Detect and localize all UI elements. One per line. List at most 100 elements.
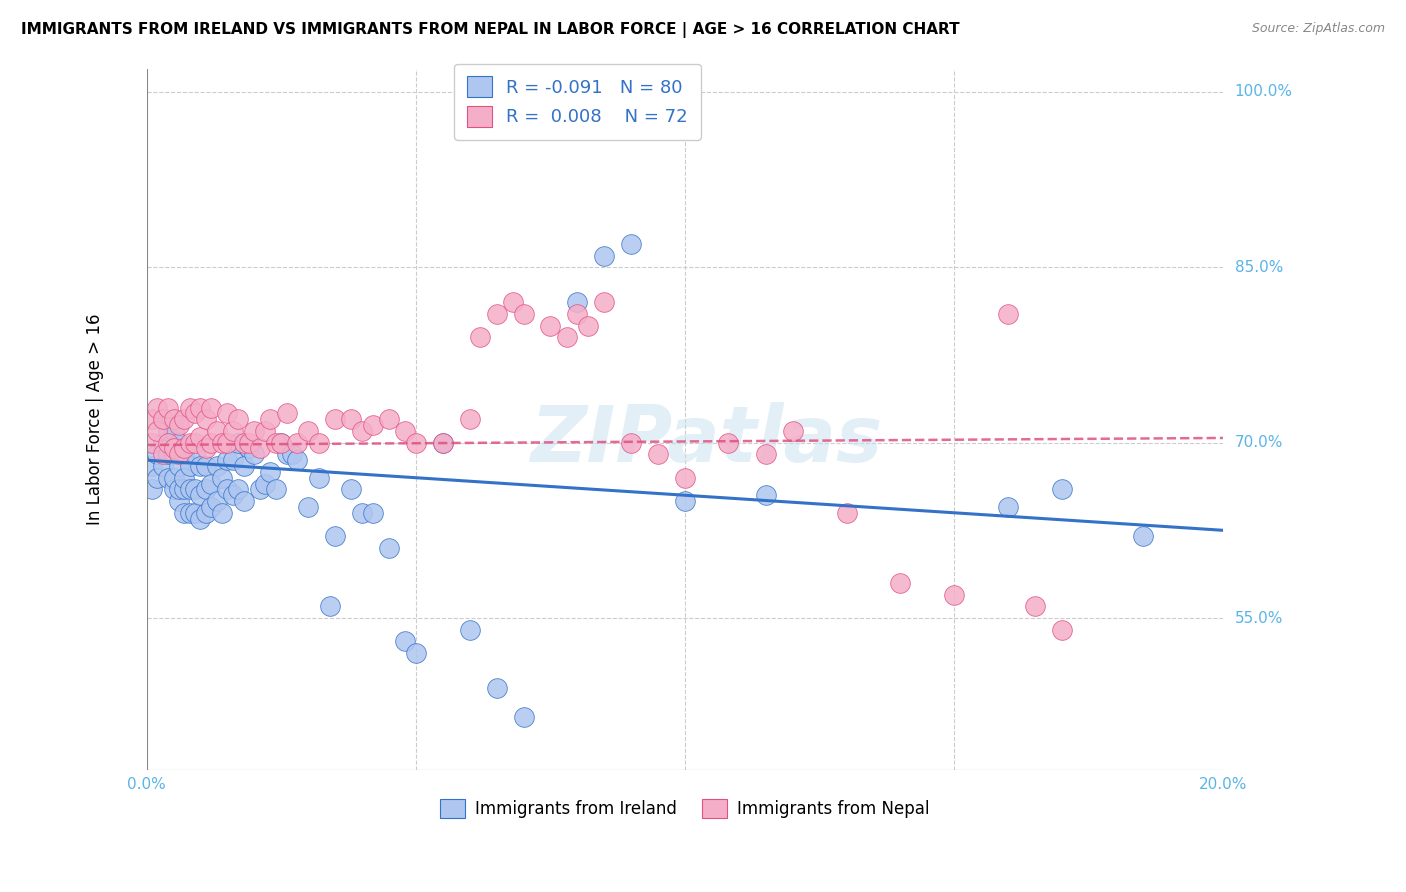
Point xyxy=(502,295,524,310)
Point xyxy=(179,506,201,520)
Point xyxy=(146,401,169,415)
Point xyxy=(485,681,508,695)
Point xyxy=(281,447,304,461)
Point xyxy=(249,483,271,497)
Point xyxy=(167,483,190,497)
Point xyxy=(232,494,254,508)
Point xyxy=(432,435,454,450)
Point xyxy=(152,447,174,461)
Point xyxy=(647,447,669,461)
Point xyxy=(755,488,778,502)
Point xyxy=(340,412,363,426)
Point xyxy=(232,458,254,473)
Point xyxy=(485,307,508,321)
Point xyxy=(249,442,271,456)
Point xyxy=(217,453,239,467)
Point xyxy=(226,435,249,450)
Point xyxy=(297,500,319,514)
Point xyxy=(620,435,643,450)
Point xyxy=(173,412,195,426)
Point xyxy=(205,424,228,438)
Point xyxy=(835,506,858,520)
Point xyxy=(259,465,281,479)
Point xyxy=(276,406,298,420)
Point xyxy=(222,453,245,467)
Point xyxy=(350,506,373,520)
Point xyxy=(243,424,266,438)
Point xyxy=(226,412,249,426)
Point xyxy=(285,435,308,450)
Point xyxy=(232,435,254,450)
Point xyxy=(620,236,643,251)
Point xyxy=(184,506,207,520)
Point xyxy=(222,424,245,438)
Point xyxy=(1132,529,1154,543)
Point xyxy=(512,307,534,321)
Point xyxy=(179,458,201,473)
Point xyxy=(340,483,363,497)
Point xyxy=(259,412,281,426)
Text: Source: ZipAtlas.com: Source: ZipAtlas.com xyxy=(1251,22,1385,36)
Point xyxy=(308,471,330,485)
Point xyxy=(141,435,163,450)
Point xyxy=(157,435,180,450)
Point xyxy=(458,623,481,637)
Point xyxy=(141,412,163,426)
Point xyxy=(254,424,277,438)
Point xyxy=(361,418,384,433)
Point xyxy=(146,471,169,485)
Point xyxy=(141,458,163,473)
Point xyxy=(190,401,212,415)
Point xyxy=(184,435,207,450)
Point xyxy=(200,435,222,450)
Point xyxy=(1050,623,1073,637)
Point xyxy=(361,506,384,520)
Point xyxy=(264,435,287,450)
Point xyxy=(179,435,201,450)
Point xyxy=(270,435,292,450)
Point xyxy=(567,295,589,310)
Point xyxy=(217,483,239,497)
Point xyxy=(141,483,163,497)
Point xyxy=(157,471,180,485)
Point xyxy=(194,506,217,520)
Point xyxy=(997,307,1019,321)
Point xyxy=(173,483,195,497)
Point xyxy=(254,476,277,491)
Point xyxy=(167,418,190,433)
Point xyxy=(190,511,212,525)
Point xyxy=(152,435,174,450)
Text: IMMIGRANTS FROM IRELAND VS IMMIGRANTS FROM NEPAL IN LABOR FORCE | AGE > 16 CORRE: IMMIGRANTS FROM IRELAND VS IMMIGRANTS FR… xyxy=(21,22,960,38)
Point xyxy=(297,424,319,438)
Point xyxy=(432,435,454,450)
Point xyxy=(308,435,330,450)
Point xyxy=(394,634,416,648)
Point xyxy=(538,318,561,333)
Legend: Immigrants from Ireland, Immigrants from Nepal: Immigrants from Ireland, Immigrants from… xyxy=(433,792,936,825)
Point xyxy=(167,494,190,508)
Point xyxy=(226,483,249,497)
Point xyxy=(152,412,174,426)
Point xyxy=(264,483,287,497)
Point xyxy=(194,412,217,426)
Point xyxy=(205,458,228,473)
Point xyxy=(673,471,696,485)
Text: 100.0%: 100.0% xyxy=(1234,85,1292,99)
Point xyxy=(470,330,492,344)
Point xyxy=(146,424,169,438)
Point xyxy=(673,494,696,508)
Point xyxy=(184,447,207,461)
Point xyxy=(458,412,481,426)
Point xyxy=(173,442,195,456)
Point xyxy=(162,442,184,456)
Point xyxy=(194,458,217,473)
Point xyxy=(157,447,180,461)
Point xyxy=(350,424,373,438)
Point xyxy=(276,447,298,461)
Point xyxy=(1024,599,1046,614)
Point xyxy=(217,435,239,450)
Point xyxy=(593,249,616,263)
Point xyxy=(167,435,190,450)
Point xyxy=(173,506,195,520)
Point xyxy=(567,307,589,321)
